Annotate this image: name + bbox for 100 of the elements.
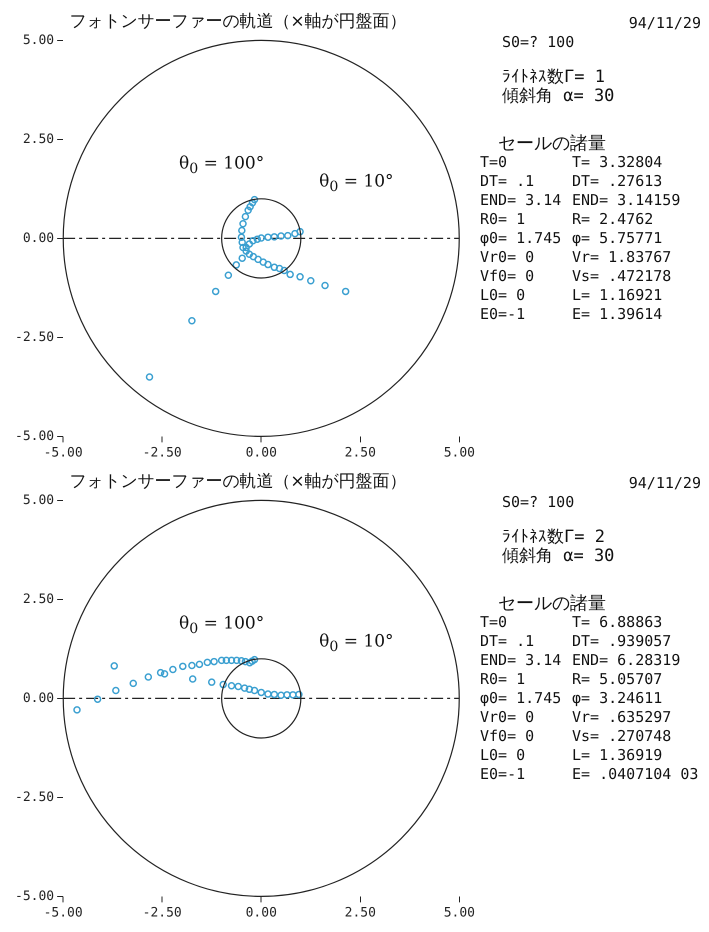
point <box>270 264 278 272</box>
text: S0=? 100 <box>501 493 576 512</box>
point <box>130 680 138 688</box>
text: Vf0= 0 <box>479 727 536 746</box>
point <box>228 682 236 690</box>
point <box>144 673 152 681</box>
point <box>146 373 154 381</box>
x-tick-label: 2.50 <box>344 446 376 461</box>
y-tick-label: -2.50 <box>14 330 54 345</box>
text: T= 6.88863 <box>572 613 662 632</box>
y-tick-label: 2.50 <box>22 132 54 147</box>
point <box>238 657 246 665</box>
point <box>270 233 278 241</box>
text: L0= 0 <box>479 286 526 305</box>
point <box>188 662 196 670</box>
point <box>179 662 187 670</box>
x-tick-label: 0.00 <box>246 906 277 921</box>
point <box>242 658 250 666</box>
text: R0= 1 <box>479 670 526 689</box>
point <box>238 233 246 241</box>
point <box>307 277 315 285</box>
text: 傾斜角 α= 30 <box>501 86 616 106</box>
point <box>196 660 204 668</box>
point <box>277 232 285 240</box>
text: Vr0= 0 <box>479 708 536 727</box>
text: Vf0= 0 <box>479 267 536 286</box>
chart-title: フォトンサーファーの軌道（×軸が円盤面） <box>69 12 407 32</box>
point <box>249 237 257 245</box>
point <box>242 244 250 252</box>
point <box>188 317 196 325</box>
point <box>218 656 226 664</box>
point <box>264 233 272 241</box>
text: DT= .1 <box>479 172 536 191</box>
point <box>204 658 212 666</box>
x-tick-label: -5.00 <box>44 906 83 921</box>
text: E0=-1 <box>479 305 526 324</box>
point <box>228 656 236 664</box>
text: Vr= .635297 <box>572 708 672 727</box>
x-tick-label: -2.50 <box>142 906 182 921</box>
text: 傾斜角 α= 30 <box>501 546 616 566</box>
text: S0=? 100 <box>501 33 576 52</box>
point <box>254 256 262 264</box>
text: R= 2.4762 <box>572 210 654 229</box>
point <box>248 657 256 665</box>
text: END= 3.14159 <box>572 191 680 210</box>
point <box>238 238 246 246</box>
point <box>259 258 267 266</box>
y-tick-label: -5.00 <box>14 888 54 904</box>
point <box>244 206 252 214</box>
point <box>246 240 254 248</box>
point <box>291 230 299 238</box>
point <box>169 666 177 674</box>
point <box>248 199 256 207</box>
x-tick-label: -5.00 <box>44 446 83 461</box>
point <box>264 260 272 268</box>
text: Vs= .472178 <box>572 267 672 286</box>
point <box>246 686 254 694</box>
point <box>321 282 329 290</box>
text: セールの諸量 <box>497 133 607 154</box>
point <box>208 678 216 686</box>
x-tick-label: 2.50 <box>344 906 376 921</box>
x-tick-label: -2.50 <box>142 446 182 461</box>
point <box>212 288 220 296</box>
point <box>250 252 258 260</box>
text: L= 1.36919 <box>572 746 662 765</box>
annotation: θ$_{0}$ = 10° <box>319 171 394 195</box>
point <box>238 254 246 262</box>
point <box>283 691 291 699</box>
point <box>280 266 288 274</box>
point <box>188 675 196 683</box>
text: φ= 3.24611 <box>572 689 662 708</box>
text: ﾗｲﾄﾈｽ数Γ= 2 <box>501 527 606 547</box>
point <box>224 271 232 279</box>
text: END= 6.28319 <box>572 651 680 670</box>
point <box>240 684 248 692</box>
annotation: θ$_{0}$ = 100° <box>178 154 264 178</box>
text: R0= 1 <box>479 210 526 229</box>
point <box>286 270 294 278</box>
point <box>73 706 81 714</box>
point <box>239 244 247 252</box>
text: DT= .939057 <box>572 632 672 651</box>
point <box>257 688 265 696</box>
point <box>238 226 246 234</box>
point <box>254 235 262 243</box>
point <box>246 250 254 258</box>
point <box>296 273 304 281</box>
annotation: θ$_{0}$ = 10° <box>319 631 394 655</box>
point <box>264 690 272 698</box>
text: T= 3.32804 <box>572 153 662 172</box>
text: Vs= .270748 <box>572 727 672 746</box>
point <box>296 228 304 236</box>
y-tick-label: -5.00 <box>14 428 54 444</box>
point <box>210 658 218 666</box>
point <box>250 656 258 664</box>
point <box>219 680 227 688</box>
point <box>250 196 258 204</box>
text: DT= .1 <box>479 632 536 651</box>
text: E0=-1 <box>479 765 526 784</box>
y-tick-label: 0.00 <box>22 690 54 706</box>
x-tick-label: 5.00 <box>444 446 476 461</box>
